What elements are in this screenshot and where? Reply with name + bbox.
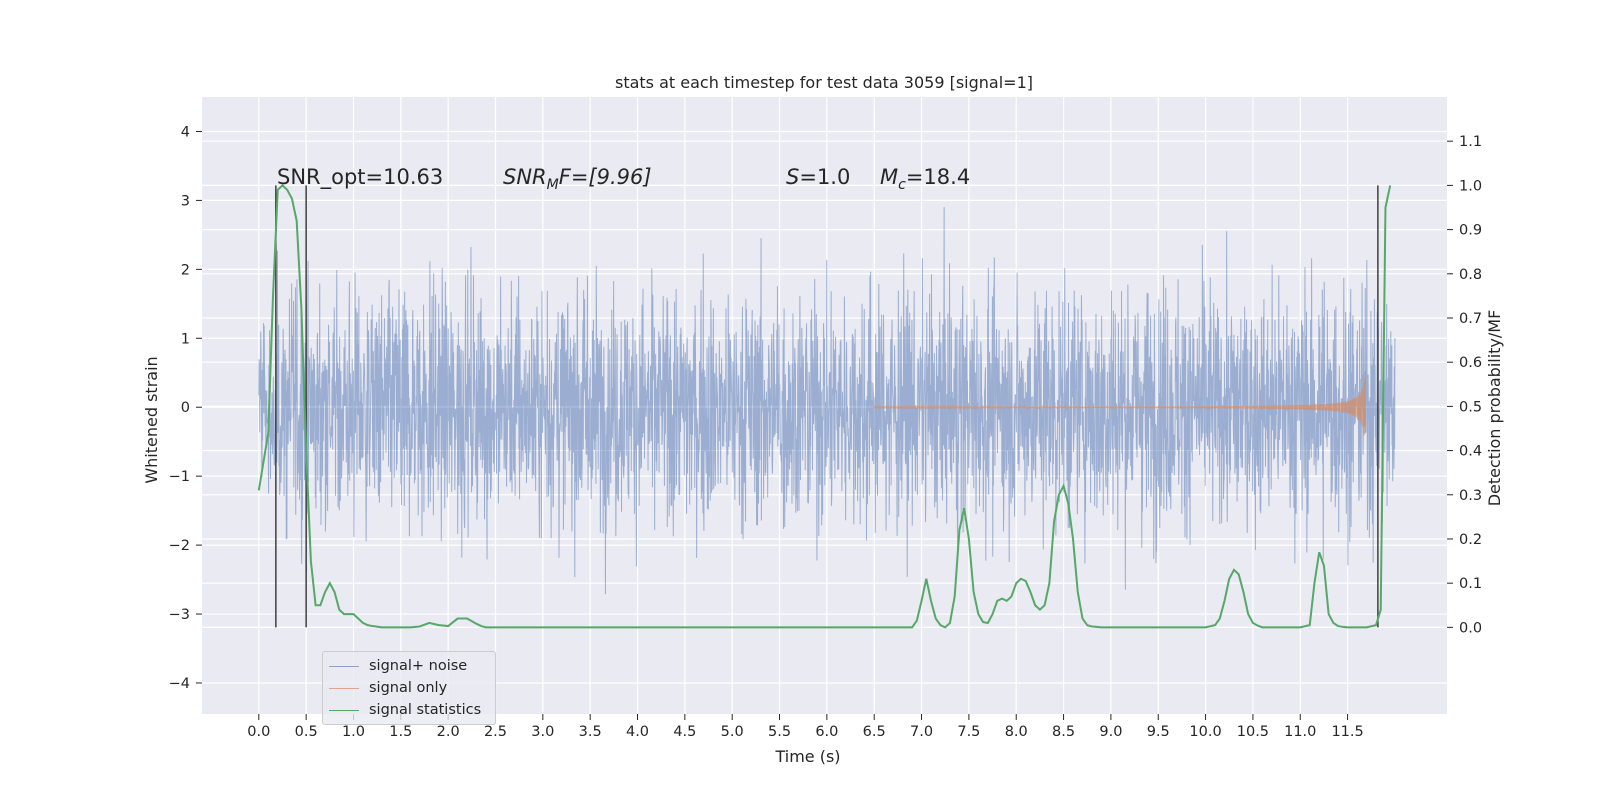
y2-tick-label: 1.0 <box>1459 178 1482 194</box>
x-tick-label: 10.5 <box>1237 724 1269 740</box>
x-tick-label: 7.0 <box>910 724 933 740</box>
legend: signal+ noise signal only signal statist… <box>322 651 496 725</box>
x-tick-label: 11.5 <box>1331 724 1363 740</box>
legend-item-signal-statistics: signal statistics <box>329 699 481 721</box>
y-tick-label: 0 <box>181 400 190 416</box>
legend-swatch-signal-only <box>329 687 359 689</box>
y2-tick-label: 0.4 <box>1459 444 1482 460</box>
x-tick-label: 5.5 <box>768 724 791 740</box>
y2-tick-label: 0.8 <box>1459 267 1482 283</box>
annotation-snr-mf: SNRMF=[9.96] <box>503 165 652 193</box>
x-tick-label: 8.5 <box>1052 724 1075 740</box>
x-tick-label: 10.0 <box>1189 724 1221 740</box>
y2-tick-label: 0.5 <box>1459 399 1482 415</box>
y-tick-label: −2 <box>169 538 190 554</box>
x-tick-label: 2.0 <box>437 724 460 740</box>
x-tick-label: 3.5 <box>579 724 602 740</box>
legend-swatch-signal-noise <box>329 665 359 667</box>
x-axis-label: Time (s) <box>774 747 840 766</box>
x-tick-label: 1.0 <box>342 724 365 740</box>
y2-axis-ticks: 1.1 1.0 0.9 0.8 0.7 0.6 0.5 0.4 0.3 0.2 0.1 0.0 <box>1447 134 1482 636</box>
y-tick-label: −3 <box>169 607 190 623</box>
legend-label-signal-only: signal only <box>369 680 448 696</box>
x-tick-label: 1.5 <box>389 724 412 740</box>
y2-tick-label: 0.1 <box>1459 576 1482 592</box>
x-axis-ticks: 0.0 0.5 1.0 1.5 2.0 2.5 3.0 3.5 4.0 4.5 5.0 5.5 6.0 6… <box>247 714 1364 740</box>
x-tick-label: 9.0 <box>1099 724 1122 740</box>
x-tick-label: 2.5 <box>484 724 507 740</box>
y-axis-ticks: 4 3 2 1 0 −1 −2 −3 −4 <box>169 124 202 692</box>
vertical-markers <box>275 185 1379 628</box>
legend-item-signal-only: signal only <box>329 677 447 699</box>
legend-label-signal-statistics: signal statistics <box>369 702 482 718</box>
y2-tick-label: 0.9 <box>1459 223 1482 239</box>
y2-tick-label: 0.3 <box>1459 488 1482 504</box>
x-tick-label: 3.0 <box>531 724 554 740</box>
y2-tick-label: 1.1 <box>1459 134 1482 150</box>
y-axis-label: Whitened strain <box>142 356 161 483</box>
y-tick-label: −1 <box>169 469 190 485</box>
x-tick-label: 0.5 <box>295 724 318 740</box>
x-tick-label: 0.0 <box>247 724 270 740</box>
x-tick-label: 4.0 <box>626 724 649 740</box>
y-tick-label: 1 <box>181 331 190 347</box>
legend-swatch-signal-statistics <box>329 709 359 711</box>
signal-only-series <box>873 370 1367 436</box>
y2-tick-label: 0.2 <box>1459 532 1482 548</box>
annotation-snr-opt: SNR_opt=10.63 <box>277 165 443 190</box>
y-tick-label: 3 <box>181 193 190 209</box>
x-tick-label: 6.0 <box>815 724 838 740</box>
y-tick-label: 2 <box>181 262 190 278</box>
x-tick-label: 8.0 <box>1005 724 1028 740</box>
signal-noise-series <box>258 207 1396 595</box>
x-tick-label: 11.0 <box>1284 724 1316 740</box>
y2-tick-label: 0.7 <box>1459 311 1482 327</box>
y2-axis-label: Detection probability/MF <box>1485 310 1504 507</box>
y2-tick-label: 0.6 <box>1459 355 1482 371</box>
y-tick-label: 4 <box>181 124 190 140</box>
y2-tick-label: 0.0 <box>1459 620 1482 636</box>
y-tick-label: −4 <box>169 676 190 692</box>
signal-noise-trace <box>258 207 1396 595</box>
x-tick-label: 5.0 <box>721 724 744 740</box>
chart-title: stats at each timestep for test data 305… <box>615 73 1033 92</box>
x-tick-label: 7.5 <box>957 724 980 740</box>
signal-statistics-line <box>257 184 1392 629</box>
signal-statistics-series <box>257 184 1392 629</box>
x-tick-label: 6.5 <box>863 724 886 740</box>
x-tick-label: 9.5 <box>1147 724 1170 740</box>
annotation-mc: Mc=18.4 <box>880 165 970 193</box>
legend-item-signal-noise: signal+ noise <box>329 655 467 677</box>
annotation-s: S=1.0 <box>786 165 850 189</box>
x-tick-label: 4.5 <box>673 724 696 740</box>
signal-only-trace <box>873 370 1367 436</box>
legend-label-signal-noise: signal+ noise <box>369 658 468 674</box>
